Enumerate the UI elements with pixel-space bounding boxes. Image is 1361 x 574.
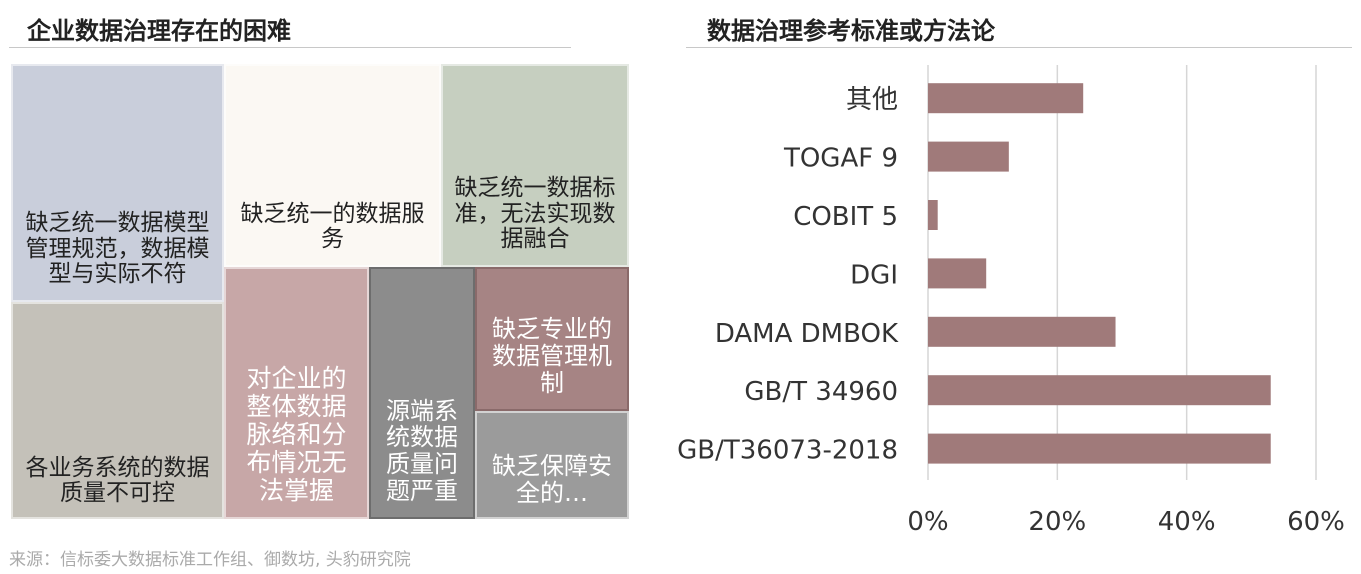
left-panel-title: 企业数据治理存在的困难 [27,17,291,45]
treemap-tile-5: 对企业的整体数据脉络和分布情况无法掌握 [224,267,369,519]
treemap-tile-7: 缺乏专业的数据管理机制 [475,267,629,411]
tile-8-label: 缺乏保障安全的… [492,452,612,508]
tile-5-label: 对企业的整体数据脉络和分布情况无法掌握 [246,364,347,505]
category-label: 其他 [846,85,898,115]
category-label: DGI [850,260,898,290]
treemap-tile-3: 缺乏统一数据标准，无法实现数据融合 [441,64,629,267]
category-label: GB/T 34960 [744,377,898,407]
treemap-tile-6: 源端系统数据质量问题严重 [369,267,475,519]
x-tick-label: 60% [1287,507,1345,537]
treemap-tile-4: 各业务系统的数据质量不可控 [11,302,224,519]
source-note: 来源：信标委大数据标准工作组、御数坊, 头豹研究院 [9,550,411,570]
x-tick-label: 0% [907,507,948,537]
bar-3 [928,200,938,230]
tile-3-label: 缺乏统一数据标准，无法实现数据融合 [454,174,616,253]
right-title-rule [686,47,1352,48]
treemap-tile-2: 缺乏统一的数据服务 [224,64,441,267]
right-panel-title: 数据治理参考标准或方法论 [707,17,995,45]
x-tick-label: 20% [1028,507,1086,537]
bar-2 [928,141,1009,172]
category-label: TOGAF 9 [783,144,898,174]
tile-1-label: 缺乏统一数据模型管理规范，数据模型与实际不符 [25,209,210,288]
bar-7 [928,433,1271,464]
category-label: GB/T36073-2018 [677,436,898,466]
bar-5 [928,316,1116,347]
tile-2-label: 缺乏统一的数据服务 [240,200,425,253]
bar-4 [928,258,987,289]
tile-7-label: 缺乏专业的数据管理机制 [492,315,612,398]
x-tick-label: 40% [1158,507,1216,537]
tile-6-label: 源端系统数据质量问题严重 [386,396,458,506]
tile-4-label: 各业务系统的数据质量不可控 [25,454,210,507]
treemap-tile-1: 缺乏统一数据模型管理规范，数据模型与实际不符 [11,64,224,302]
difficulties-treemap: 缺乏统一数据模型管理规范，数据模型与实际不符 缺乏统一的数据服务 缺乏统一数据标… [11,64,629,519]
category-label: DAMA DMBOK [715,319,899,349]
bar-1 [928,83,1084,114]
bar-6 [928,375,1271,406]
left-title-rule [9,47,571,48]
treemap-tile-8: 缺乏保障安全的… [475,411,629,519]
category-label: COBIT 5 [793,202,898,232]
standards-bar-chart: 0% 20% 40% 60% 其他 TOGAF 9 COBIT 5 DGI DAMA DMBOK… [677,65,1345,537]
